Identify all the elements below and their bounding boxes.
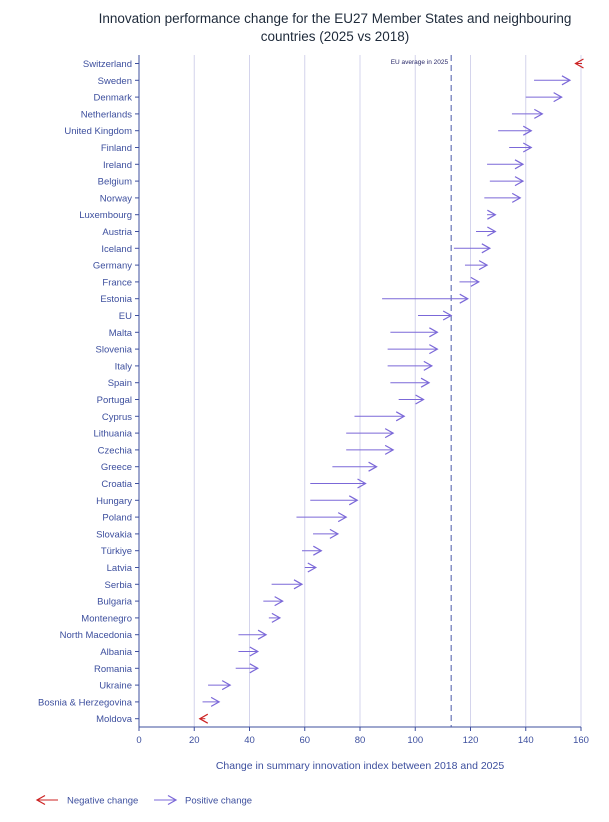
chart-title: Innovation performance change for the EU… <box>98 11 572 44</box>
category-label-moldova: Moldova <box>96 714 133 725</box>
category-label-estonia: Estonia <box>100 294 132 305</box>
category-label-croatia: Croatia <box>101 479 132 490</box>
arrow-slovenia <box>387 344 439 355</box>
x-tick-label: 60 <box>299 735 310 746</box>
x-tick-label: 100 <box>407 735 423 746</box>
category-label-united-kingdom: United Kingdom <box>64 126 132 137</box>
category-label-lithuania: Lithuania <box>93 429 132 440</box>
arrow-sweden <box>534 75 572 86</box>
category-label-serbia: Serbia <box>105 580 133 591</box>
category-label-romania: Romania <box>94 664 133 675</box>
arrow-portugal <box>398 394 425 405</box>
arrow-france <box>459 276 481 287</box>
category-label-iceland: Iceland <box>101 244 132 255</box>
arrow-cyprus <box>354 411 406 422</box>
arrow-spain <box>390 377 431 388</box>
category-label-latvia: Latvia <box>107 563 133 574</box>
arrow-greece <box>332 461 378 472</box>
x-tick-label: 0 <box>136 735 141 746</box>
category-label-north-macedonia: North Macedonia <box>60 630 133 641</box>
category-label-cyprus: Cyprus <box>102 412 132 423</box>
category-label-malta: Malta <box>109 328 133 339</box>
legend-negative-label: Negative change <box>67 796 138 807</box>
category-label-slovenia: Slovenia <box>96 345 133 356</box>
category-label-denmark: Denmark <box>93 93 132 104</box>
category-label-slovakia: Slovakia <box>96 529 133 540</box>
category-label-albania: Albania <box>100 647 132 658</box>
arrow-croatia <box>310 478 367 489</box>
arrow-hungary <box>310 495 359 506</box>
arrow-slovakia <box>313 528 340 539</box>
category-label-czechia: Czechia <box>98 445 133 456</box>
category-label-ukraine: Ukraine <box>99 681 132 692</box>
arrow-romania <box>235 663 260 674</box>
category-label-sweden: Sweden <box>98 76 132 87</box>
arrow-albania <box>238 646 260 657</box>
arrow-moldova <box>198 713 209 724</box>
legend-positive-arrow <box>154 794 178 806</box>
x-tick-label: 120 <box>463 735 479 746</box>
x-tick-label: 80 <box>355 735 366 746</box>
category-label-austria: Austria <box>102 227 132 238</box>
category-label-luxembourg: Luxembourg <box>79 210 132 221</box>
category-label-poland: Poland <box>102 513 132 524</box>
arrow-luxembourg <box>487 209 497 220</box>
arrow-austria <box>476 226 497 237</box>
arrow-italy <box>387 360 434 371</box>
category-label-montenegro: Montenegro <box>81 613 132 624</box>
arrow-poland <box>296 512 348 523</box>
category-label-hungary: Hungary <box>96 496 132 507</box>
x-tick-label: 140 <box>518 735 534 746</box>
arrow-czechia <box>346 444 395 455</box>
category-label-bosnia-herzegovina: Bosnia & Herzegovina <box>38 697 133 708</box>
category-label-france: France <box>102 277 132 288</box>
arrow-ireland <box>487 159 525 170</box>
x-tick-label: 160 <box>573 735 589 746</box>
arrow-finland <box>509 142 533 153</box>
category-label-norway: Norway <box>100 193 132 204</box>
category-label-bulgaria: Bulgaria <box>97 597 133 608</box>
arrow-iceland <box>453 243 492 254</box>
arrow-denmark <box>525 92 563 103</box>
arrow-latvia <box>304 562 318 573</box>
category-label-ireland: Ireland <box>103 160 132 171</box>
legend-positive-label: Positive change <box>185 796 252 807</box>
x-axis-title: Change in summary innovation index betwe… <box>216 760 505 772</box>
category-label-spain: Spain <box>108 378 132 389</box>
category-label-portugal: Portugal <box>97 395 132 406</box>
category-label-eu: EU <box>119 311 132 322</box>
x-tick-label: 40 <box>244 735 255 746</box>
legend-negative-arrow <box>35 794 58 806</box>
category-label-greece: Greece <box>101 462 132 473</box>
reference-line-label: EU average in 2025 <box>391 59 449 66</box>
category-label-germany: Germany <box>93 261 132 272</box>
arrow-serbia <box>271 579 304 590</box>
arrow-bulgaria <box>263 596 284 607</box>
arrow-estonia <box>382 293 469 304</box>
arrow-switzerland <box>574 58 584 69</box>
category-label-switzerland: Switzerland <box>83 59 132 70</box>
category-label-finland: Finland <box>101 143 132 154</box>
arrow-malta <box>390 327 439 338</box>
arrow-belgium <box>489 176 525 187</box>
arrow-north-macedonia <box>238 629 268 640</box>
category-label-belgium: Belgium <box>98 177 132 188</box>
category-label-italy: Italy <box>115 361 133 372</box>
arrow-eu <box>418 310 453 321</box>
arrow-netherlands <box>511 108 544 119</box>
arrow-lithuania <box>346 428 395 439</box>
arrow-montenegro <box>268 612 282 623</box>
category-label-netherlands: Netherlands <box>81 109 132 120</box>
arrow-germany <box>464 260 489 271</box>
arrow-t-rkiye <box>301 545 323 556</box>
arrow-bosnia-herzegovina <box>202 696 221 707</box>
x-tick-label: 20 <box>189 735 200 746</box>
category-label-t-rkiye: Türkiye <box>101 546 132 557</box>
arrow-ukraine <box>208 680 232 691</box>
arrow-united-kingdom <box>498 125 533 136</box>
arrow-norway <box>484 192 522 203</box>
